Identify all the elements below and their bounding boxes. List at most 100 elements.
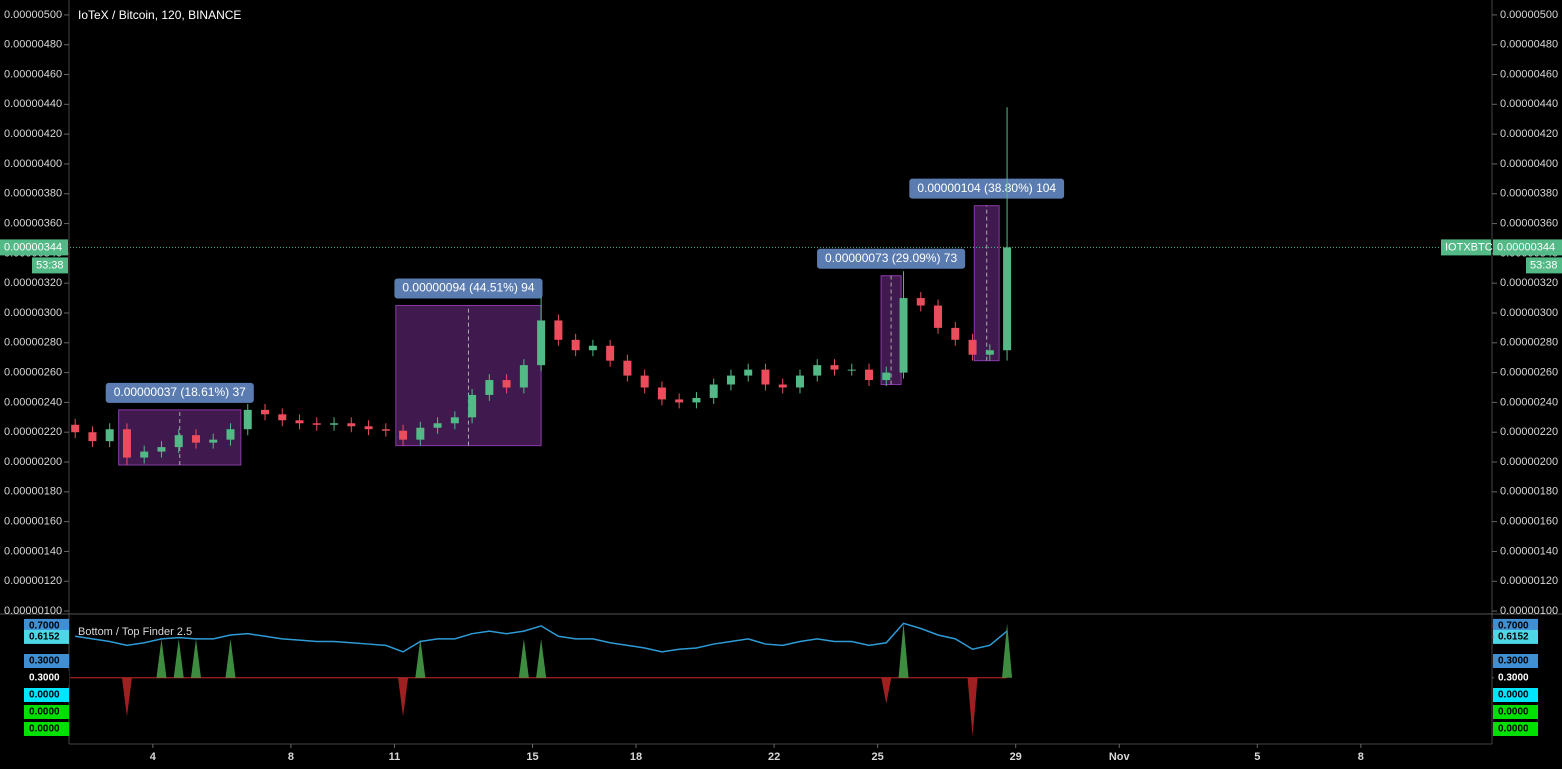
candle-body — [968, 339, 977, 355]
countdown-badge — [32, 257, 68, 274]
signal-spike — [156, 638, 167, 678]
candle-body — [140, 451, 149, 458]
y-tick-label: 0.00000200 — [4, 456, 62, 468]
y-tick-label: 0.00000380 — [1500, 188, 1558, 200]
ind-scale-label: 0.3000 — [1498, 656, 1529, 667]
ind-tick-badge — [1493, 629, 1538, 644]
y-tick-label: 0.00000500 — [1500, 9, 1558, 21]
y-tick-label: 0.00000320 — [1500, 277, 1558, 289]
ind-scale-label: 0.0000 — [1498, 724, 1529, 735]
x-tick-label: 8 — [1358, 751, 1364, 763]
y-tick-label: 0.00000300 — [4, 307, 62, 319]
ind-scale-badge — [24, 722, 69, 736]
signal-spike — [881, 677, 892, 704]
y-tick-label: 0.00000420 — [1500, 128, 1558, 140]
measure-label-bg — [909, 178, 1065, 199]
measure-label-text: 0.00000073 (29.09%) 73 — [825, 251, 957, 265]
y-tick-label: 0.00000100 — [1500, 605, 1558, 617]
x-tick-label: 4 — [150, 751, 157, 763]
candle-body — [640, 375, 649, 388]
countdown-badge — [1526, 257, 1562, 274]
y-tick-label: 0.00000220 — [4, 426, 62, 438]
measure-label-bg — [817, 248, 966, 269]
signal-spike — [173, 638, 184, 678]
y-tick-label: 0.00000480 — [1500, 39, 1558, 51]
ind-tick-label: 0.7000 — [1498, 621, 1529, 632]
candle-body — [399, 430, 408, 440]
candle-body — [243, 409, 252, 430]
measure-label: 0.00000104 (38.80%) 104 — [909, 178, 1065, 199]
candle-body — [485, 380, 494, 395]
candle-body — [295, 420, 304, 424]
y-tick-label: 0.00000280 — [4, 337, 62, 349]
y-tick-label: 0.00000440 — [1500, 98, 1558, 110]
measure-label-text: 0.00000037 (18.61%) 37 — [114, 385, 246, 399]
signal-spike — [398, 677, 409, 717]
x-tick-label: Nov — [1109, 751, 1131, 763]
candle-body — [157, 447, 166, 452]
y-tick-label: 0.00000160 — [4, 516, 62, 528]
candle-body — [606, 345, 615, 361]
symbol-badge — [1441, 239, 1491, 256]
y-tick-label: 0.00000280 — [1500, 337, 1558, 349]
candle-body — [916, 298, 925, 306]
x-tick-label: 25 — [872, 751, 884, 763]
candle-body — [381, 429, 390, 431]
candle-body — [537, 320, 546, 366]
candle-body — [795, 375, 804, 388]
y-tick-label: 0.00000360 — [1500, 217, 1558, 229]
y-tick-label: 0.00000400 — [4, 158, 62, 170]
measure-label-text: 0.00000094 (44.51%) 94 — [402, 281, 534, 295]
candle-body — [709, 384, 718, 398]
ind-tick-badge — [24, 629, 69, 644]
signal-spike — [898, 623, 909, 678]
candle-body — [433, 423, 442, 428]
y-tick-label: 0.00000240 — [1500, 396, 1558, 408]
x-tick-label: 15 — [526, 751, 538, 763]
signal-spike — [536, 638, 547, 678]
measure-label: 0.00000094 (44.51%) 94 — [394, 278, 543, 299]
y-tick-label: 0.00000160 — [1500, 516, 1558, 528]
y-tick-label: 0.00000400 — [1500, 158, 1558, 170]
ind-scale-label: 0.0000 — [29, 707, 60, 718]
candle-body — [623, 360, 632, 376]
candle-body — [744, 369, 753, 376]
ind-scale-badge — [24, 705, 69, 719]
candle-body — [985, 350, 994, 355]
candle-body — [226, 429, 235, 440]
candle-body — [1003, 247, 1012, 351]
signal-spike — [225, 638, 236, 678]
ind-scale-badge — [24, 688, 69, 702]
candle-body — [657, 387, 666, 400]
ind-tick-label: 0.7000 — [29, 621, 60, 632]
last-price-badge — [0, 239, 68, 256]
ind-scale-badge — [1493, 688, 1538, 702]
candle-body — [416, 427, 425, 440]
candle-body — [778, 384, 787, 388]
y-tick-label: 0.00000380 — [4, 188, 62, 200]
candle-body — [519, 365, 528, 388]
y-tick-label: 0.00000220 — [1500, 426, 1558, 438]
candle-body — [209, 439, 218, 443]
countdown-label: 53:38 — [1530, 259, 1558, 271]
candle-body — [105, 429, 114, 442]
candle-body — [330, 423, 339, 425]
ind-tick-badge — [24, 670, 69, 685]
candle-body — [830, 365, 839, 370]
signal-spike — [121, 677, 132, 717]
y-tick-label: 0.00000260 — [4, 367, 62, 379]
signal-spike — [190, 638, 201, 678]
ind-tick-label: 0.3000 — [29, 672, 60, 683]
y-tick-label: 0.00000240 — [4, 396, 62, 408]
signal-spike — [1002, 623, 1013, 678]
signal-spike — [415, 638, 426, 678]
candle-body — [71, 424, 80, 433]
candle-body — [899, 298, 908, 373]
ind-scale-label: 0.0000 — [29, 690, 60, 701]
signal-spike — [518, 638, 529, 678]
y-tick-label: 0.00000200 — [1500, 456, 1558, 468]
candle-body — [951, 327, 960, 340]
chart-title: IoTeX / Bitcoin, 120, BINANCE — [78, 8, 241, 22]
